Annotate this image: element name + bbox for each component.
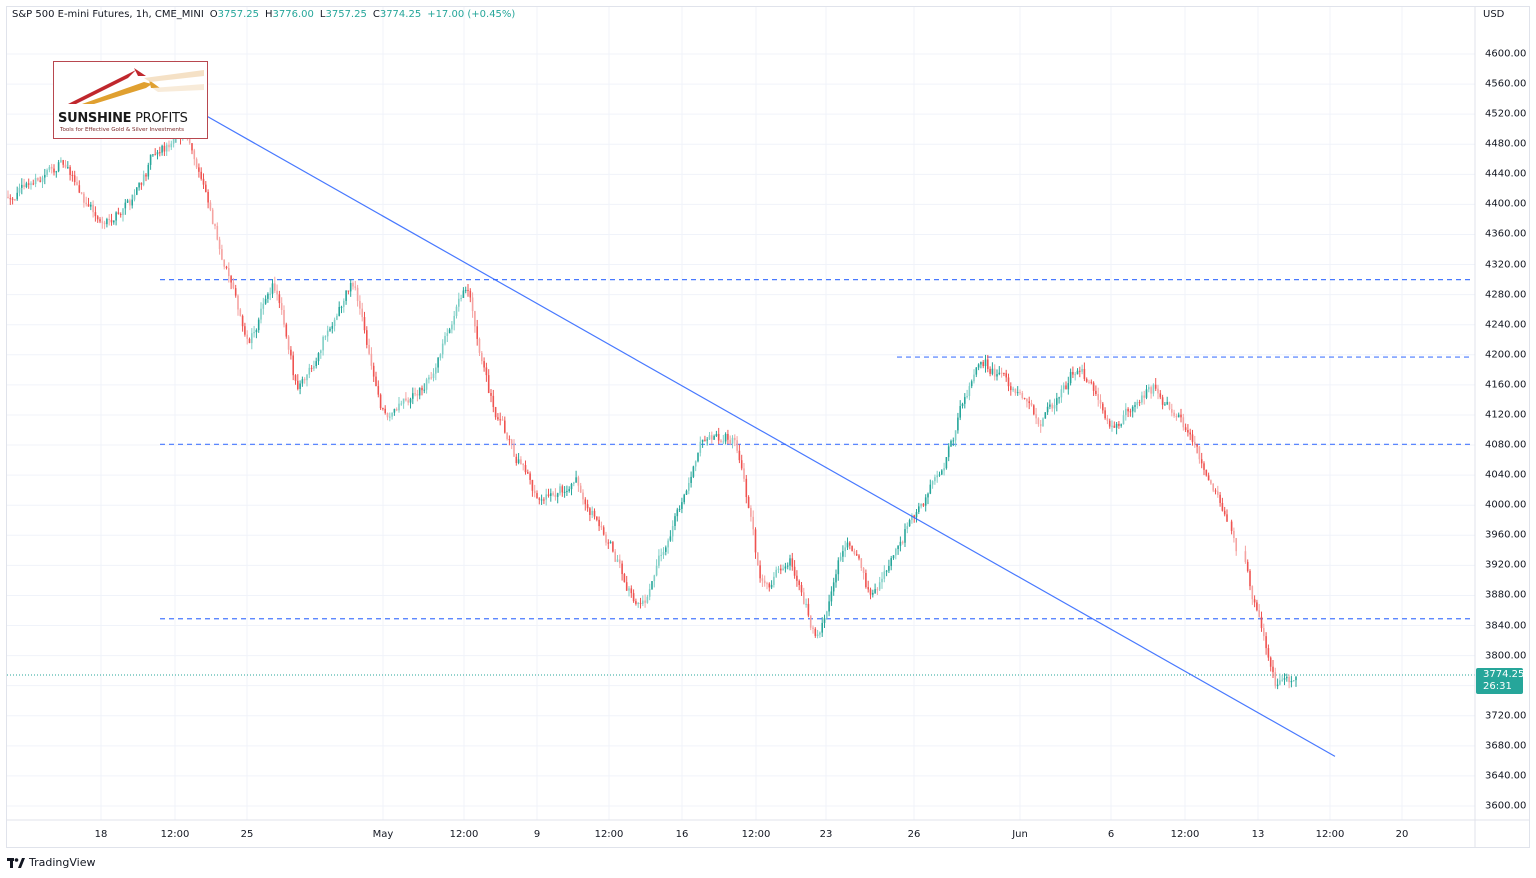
price-tick: 4080.00 bbox=[1485, 439, 1527, 451]
currency-label[interactable]: USD bbox=[1483, 9, 1505, 20]
price-tick: 4440.00 bbox=[1485, 168, 1527, 180]
axis-borders bbox=[7, 7, 1530, 848]
close-label: C bbox=[372, 9, 380, 20]
tradingview-label: TradingView bbox=[29, 856, 96, 869]
time-tick: 12:00 bbox=[594, 829, 624, 840]
time-tick: 13 bbox=[1251, 829, 1265, 840]
price-tick: 3920.00 bbox=[1485, 559, 1527, 571]
price-tick: 3960.00 bbox=[1485, 529, 1527, 541]
tradingview-brand[interactable]: TradingView bbox=[7, 856, 95, 869]
price-tick: 4280.00 bbox=[1485, 289, 1527, 301]
price-tick: 4320.00 bbox=[1485, 259, 1527, 271]
price-tick: 4000.00 bbox=[1485, 499, 1527, 511]
price-tick: 4040.00 bbox=[1485, 469, 1527, 481]
time-tick: 18 bbox=[94, 829, 108, 840]
high-label: H bbox=[265, 9, 273, 20]
ohlc-legend: S&P 500 E-mini Futures, 1h, CME_MINI O 37… bbox=[12, 9, 515, 20]
symbol-title[interactable]: S&P 500 E-mini Futures, 1h, CME_MINI bbox=[12, 9, 204, 20]
candlestick-series bbox=[7, 129, 1297, 690]
low-label: L bbox=[319, 9, 326, 20]
time-tick: 12:00 bbox=[1315, 829, 1345, 840]
tradingview-logo-icon bbox=[7, 857, 25, 868]
time-tick: 12:00 bbox=[741, 829, 771, 840]
price-tick: 4360.00 bbox=[1485, 228, 1527, 240]
logo-tagline: Tools for Effective Gold & Silver Invest… bbox=[60, 127, 185, 133]
time-tick: 16 bbox=[675, 829, 689, 840]
open-label: O bbox=[209, 9, 218, 20]
price-tick: 3800.00 bbox=[1485, 650, 1527, 662]
grid-lines bbox=[7, 7, 1475, 820]
time-tick: 25 bbox=[240, 829, 254, 840]
price-tick: 3680.00 bbox=[1485, 740, 1527, 752]
price-tick: 4520.00 bbox=[1485, 108, 1527, 120]
price-tick: 4480.00 bbox=[1485, 138, 1527, 150]
open-value: 3757.25 bbox=[217, 9, 260, 20]
logo-name: SUNSHINE PROFITS bbox=[58, 111, 188, 126]
close-value: 3774.25 bbox=[379, 9, 422, 20]
time-tick: May bbox=[372, 829, 394, 840]
time-tick: 12:00 bbox=[160, 829, 190, 840]
logo-swoosh-icon bbox=[68, 68, 204, 104]
trendline bbox=[197, 110, 1336, 757]
price-tick: 3640.00 bbox=[1485, 770, 1527, 782]
price-tick: 4560.00 bbox=[1485, 78, 1527, 90]
price-tick: 3720.00 bbox=[1485, 710, 1527, 722]
price-tick: 3880.00 bbox=[1485, 589, 1527, 601]
chart-frame bbox=[6, 6, 1530, 848]
bar-countdown: 26:31 bbox=[1483, 681, 1512, 692]
time-tick: 20 bbox=[1395, 829, 1409, 840]
sunshine-profits-logo: SUNSHINE PROFITS Tools for Effective Gol… bbox=[53, 61, 208, 139]
change-value: +17.00 (+0.45%) bbox=[427, 9, 516, 20]
price-tick: 4240.00 bbox=[1485, 319, 1527, 331]
price-tick: 4120.00 bbox=[1485, 409, 1527, 421]
current-price-badge: 3774.25 26:31 bbox=[1476, 668, 1525, 694]
support-resistance-lines bbox=[7, 279, 1475, 676]
time-tick: 23 bbox=[819, 829, 833, 840]
price-tick: 4160.00 bbox=[1485, 379, 1527, 391]
price-tick: 4200.00 bbox=[1485, 349, 1527, 361]
price-tick: 3600.00 bbox=[1485, 800, 1527, 812]
time-tick: 12:00 bbox=[449, 829, 479, 840]
time-tick: 6 bbox=[1107, 829, 1115, 840]
time-tick: Jun bbox=[1012, 829, 1028, 840]
time-tick: 12:00 bbox=[1170, 829, 1200, 840]
current-price: 3774.25 bbox=[1483, 669, 1525, 680]
price-tick: 4600.00 bbox=[1485, 48, 1527, 60]
time-tick: 26 bbox=[907, 829, 921, 840]
time-tick: 9 bbox=[533, 829, 541, 840]
price-tick: 3840.00 bbox=[1485, 620, 1527, 632]
price-tick: 4400.00 bbox=[1485, 198, 1527, 210]
high-value: 3776.00 bbox=[272, 9, 314, 20]
low-value: 3757.25 bbox=[325, 9, 367, 20]
